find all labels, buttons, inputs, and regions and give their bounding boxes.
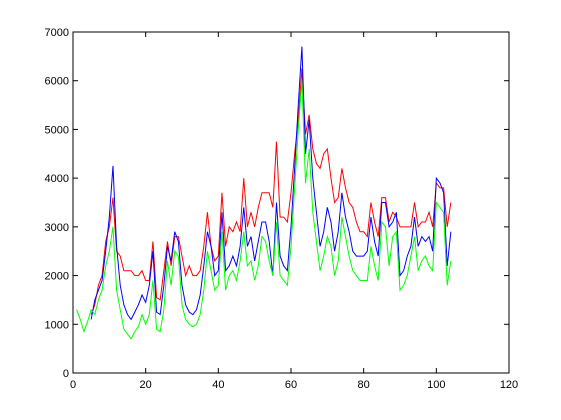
x-tick-label: 60 (285, 379, 297, 391)
data-line (90, 68, 452, 315)
y-tick-label: 5000 (45, 124, 69, 136)
x-tick-label: 120 (500, 379, 518, 391)
y-tick-label: 0 (63, 368, 69, 380)
data-line (90, 46, 452, 321)
x-tick-label: 100 (427, 379, 445, 391)
data-line (76, 80, 452, 340)
y-tick-label: 4000 (45, 173, 69, 185)
y-tick-label: 3000 (45, 222, 69, 234)
y-tick-label: 7000 (45, 27, 69, 39)
x-tick-label: 20 (140, 379, 152, 391)
x-tick-label: 40 (212, 379, 224, 391)
x-tick-label: 0 (70, 379, 76, 391)
y-tick-label: 6000 (45, 76, 69, 88)
y-tick-label: 2000 (45, 271, 69, 283)
x-tick-label: 80 (358, 379, 370, 391)
y-tick-label: 1000 (45, 319, 69, 331)
